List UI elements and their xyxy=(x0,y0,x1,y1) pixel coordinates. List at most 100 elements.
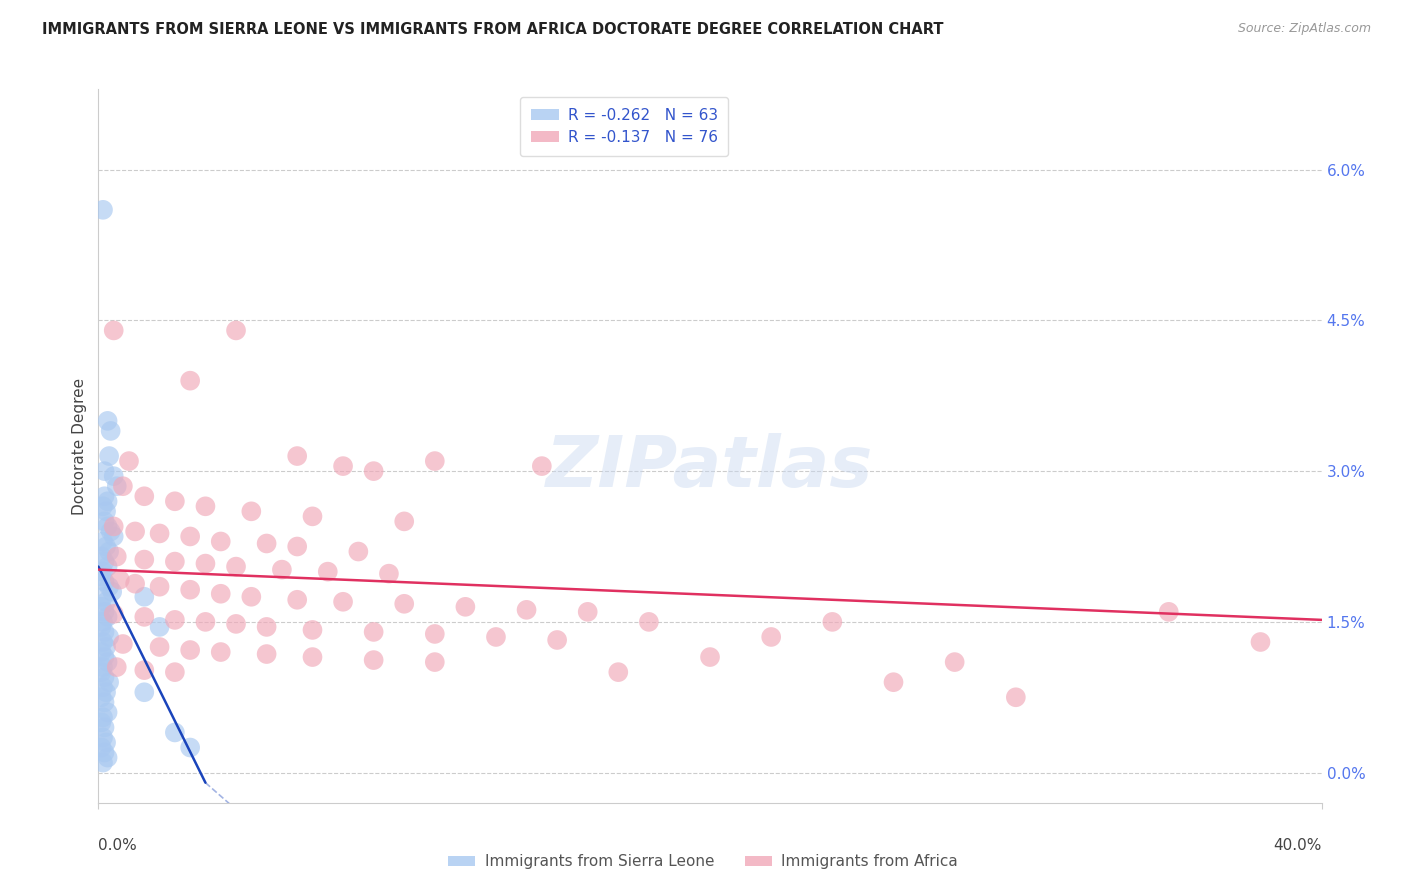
Point xyxy=(149,620,172,634)
Point xyxy=(270,563,294,577)
Point xyxy=(94,595,117,609)
Point xyxy=(91,710,114,724)
Point xyxy=(316,565,339,579)
Point xyxy=(516,603,538,617)
Point xyxy=(90,690,112,705)
Point xyxy=(134,552,156,566)
Point xyxy=(285,449,308,463)
Point xyxy=(90,740,112,755)
Point xyxy=(209,645,232,659)
Point xyxy=(90,569,112,583)
Point xyxy=(194,500,217,514)
Point xyxy=(256,536,278,550)
Point xyxy=(93,624,115,639)
Point xyxy=(93,746,115,760)
Point xyxy=(378,566,401,581)
Point xyxy=(93,720,115,734)
Point xyxy=(576,605,599,619)
Point xyxy=(91,635,114,649)
Point xyxy=(607,665,630,680)
Point xyxy=(149,640,172,654)
Text: 40.0%: 40.0% xyxy=(1274,838,1322,853)
Point xyxy=(90,620,112,634)
Point xyxy=(91,680,114,694)
Point xyxy=(530,459,553,474)
Point xyxy=(90,645,112,659)
Point xyxy=(363,464,385,478)
Point xyxy=(103,469,125,483)
Point xyxy=(163,725,186,739)
Point xyxy=(97,655,120,669)
Point xyxy=(638,615,661,629)
Point xyxy=(194,615,217,629)
Point xyxy=(163,494,186,508)
Legend: Immigrants from Sierra Leone, Immigrants from Africa: Immigrants from Sierra Leone, Immigrants… xyxy=(441,848,965,875)
Point xyxy=(108,573,131,587)
Point xyxy=(301,623,323,637)
Point xyxy=(209,587,232,601)
Point xyxy=(94,540,117,554)
Point xyxy=(103,519,125,533)
Point xyxy=(91,660,114,674)
Text: ZIPatlas: ZIPatlas xyxy=(547,433,873,502)
Point xyxy=(225,616,247,631)
Point xyxy=(194,557,217,571)
Point xyxy=(91,590,114,604)
Point xyxy=(454,599,477,614)
Point xyxy=(91,202,114,217)
Point xyxy=(1250,635,1272,649)
Text: 0.0%: 0.0% xyxy=(98,838,138,853)
Point xyxy=(149,526,172,541)
Point xyxy=(90,599,112,614)
Point xyxy=(124,576,146,591)
Point xyxy=(91,731,114,745)
Point xyxy=(485,630,508,644)
Point xyxy=(103,323,125,337)
Point xyxy=(91,565,114,579)
Point xyxy=(347,544,370,558)
Point xyxy=(179,643,201,657)
Point xyxy=(134,489,156,503)
Point xyxy=(699,650,721,665)
Point xyxy=(225,323,247,337)
Point xyxy=(111,637,134,651)
Text: Source: ZipAtlas.com: Source: ZipAtlas.com xyxy=(1237,22,1371,36)
Point xyxy=(118,454,141,468)
Point xyxy=(93,489,115,503)
Point xyxy=(301,650,323,665)
Y-axis label: Doctorate Degree: Doctorate Degree xyxy=(72,377,87,515)
Point xyxy=(301,509,323,524)
Point xyxy=(97,519,120,533)
Point xyxy=(134,590,156,604)
Point xyxy=(179,740,201,755)
Point xyxy=(179,582,201,597)
Text: IMMIGRANTS FROM SIERRA LEONE VS IMMIGRANTS FROM AFRICA DOCTORATE DEGREE CORRELAT: IMMIGRANTS FROM SIERRA LEONE VS IMMIGRAN… xyxy=(42,22,943,37)
Point xyxy=(240,590,263,604)
Point xyxy=(91,500,114,514)
Point xyxy=(134,663,156,677)
Point xyxy=(392,515,416,529)
Point xyxy=(100,424,122,438)
Point xyxy=(90,549,112,564)
Point xyxy=(93,670,115,684)
Point xyxy=(91,534,114,549)
Point xyxy=(363,624,385,639)
Point xyxy=(943,655,966,669)
Point xyxy=(98,449,121,463)
Point xyxy=(163,613,186,627)
Point xyxy=(103,607,125,621)
Point xyxy=(256,647,278,661)
Point xyxy=(163,555,186,569)
Point xyxy=(90,715,112,730)
Point xyxy=(209,534,232,549)
Point xyxy=(94,504,117,518)
Point xyxy=(101,584,124,599)
Point xyxy=(423,627,446,641)
Point xyxy=(883,675,905,690)
Point xyxy=(332,595,354,609)
Point xyxy=(93,555,115,569)
Legend: R = -0.262   N = 63, R = -0.137   N = 76: R = -0.262 N = 63, R = -0.137 N = 76 xyxy=(520,97,728,156)
Point xyxy=(546,632,568,647)
Point xyxy=(97,706,120,720)
Point xyxy=(363,653,385,667)
